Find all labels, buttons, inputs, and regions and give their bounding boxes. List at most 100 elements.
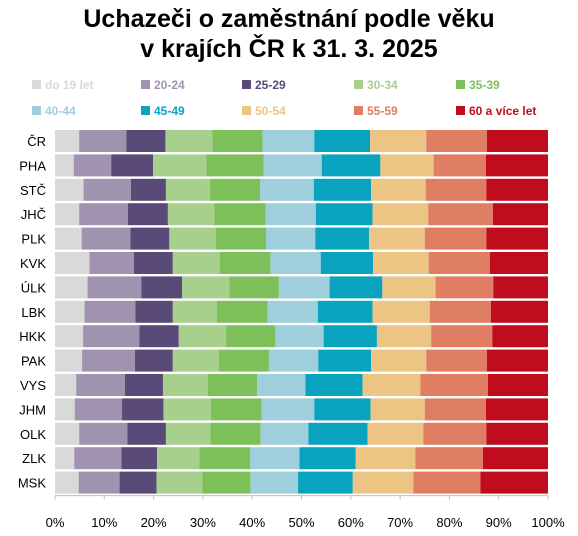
bar-segment [314, 130, 371, 152]
bar-segment [423, 422, 487, 445]
category-label: KVK [20, 256, 46, 271]
bar-segment [182, 276, 230, 299]
category-label: ÚLK [21, 280, 47, 295]
bar-segment [74, 447, 122, 470]
bar-segment [486, 227, 548, 250]
category-label: OLK [20, 427, 46, 442]
bar-segment [76, 374, 126, 396]
legend-swatch [32, 106, 41, 115]
category-labels: ČR PHA STČ JHČ PLK KVK ÚLK LBK HKK PAK VYS JHM OLK ZL… [18, 134, 47, 491]
bar-segment [55, 203, 80, 226]
bar-segment [55, 178, 84, 201]
legend-label: do 19 let [45, 78, 94, 92]
bar-segment [382, 276, 436, 299]
bar-row [55, 276, 548, 299]
bar-segment [126, 130, 166, 152]
legend-label: 60 a více let [469, 104, 536, 118]
bar-segment [87, 276, 142, 299]
x-tick-label: 60% [338, 515, 364, 530]
bar-segment [210, 398, 262, 421]
bar-segment [55, 325, 84, 348]
bar-segment [178, 325, 227, 348]
bar-segment [268, 349, 319, 372]
bar-segment [428, 203, 493, 226]
bar-row [55, 178, 548, 201]
legend-label: 45-49 [154, 104, 185, 118]
bar-row [55, 447, 548, 470]
bar-segment [371, 349, 427, 372]
legend-label: 35-39 [469, 78, 500, 92]
bar-segment [165, 422, 211, 445]
bar-segment [372, 252, 429, 274]
bar-segment [329, 276, 383, 299]
bar-segment [413, 471, 481, 494]
bar-segment [486, 349, 548, 372]
bar-segment [84, 300, 136, 323]
bar-segment [163, 398, 211, 421]
bar-segment [433, 154, 486, 177]
bar-segment [121, 447, 158, 470]
category-label: HKK [19, 329, 46, 344]
bar-segment [487, 374, 548, 396]
bar-segment [308, 422, 368, 445]
bar-segment [420, 374, 488, 396]
bar-segment [321, 154, 381, 177]
bar-segment [315, 227, 370, 250]
x-tick-label: 100% [531, 515, 565, 530]
bar-segment [73, 154, 112, 177]
bar-segment [169, 227, 216, 250]
bar-segment [367, 422, 424, 445]
legend-swatch [354, 80, 363, 89]
x-tick-label: 90% [486, 515, 512, 530]
bar-row [55, 349, 548, 372]
bar-segment [74, 398, 123, 421]
legend-item-6: 45-49 [141, 104, 185, 118]
bar-row [55, 227, 548, 250]
bar-segment [167, 203, 215, 226]
bar-segment [370, 130, 427, 152]
bar-segment [130, 178, 166, 201]
bar-row [55, 203, 548, 226]
bar-segment [278, 276, 330, 299]
bar-segment [79, 203, 128, 226]
bar-segment [127, 422, 166, 445]
bar-segment [55, 154, 74, 177]
bar-segment [486, 130, 548, 152]
bar-segment [429, 300, 491, 323]
bar-segment [428, 252, 490, 274]
legend-label: 25-29 [255, 78, 286, 92]
bar-segment [415, 447, 483, 470]
bar-row [55, 325, 548, 348]
x-tick-label: 50% [288, 515, 314, 530]
legend-swatch [456, 80, 465, 89]
bar-segment [81, 227, 131, 250]
bar-segment [380, 154, 434, 177]
bar-segment [489, 252, 548, 274]
bar-segment [492, 203, 548, 226]
bar-segment [133, 252, 173, 274]
bar-segment [315, 203, 373, 226]
bar-segment [209, 178, 261, 201]
legend-swatch [242, 106, 251, 115]
bar-segment [260, 422, 309, 445]
bar-segment [265, 203, 316, 226]
bar-segment [425, 178, 487, 201]
x-tick-label: 0% [46, 515, 65, 530]
bar-row [55, 374, 548, 396]
bar-segment [156, 471, 203, 494]
bar-segment [263, 154, 322, 177]
bar-segment [83, 178, 131, 201]
legend-item-5: 40-44 [32, 104, 76, 118]
legend-swatch [32, 80, 41, 89]
bar-segment [355, 447, 416, 470]
bar-segment [89, 252, 134, 274]
category-label: PLK [21, 232, 46, 247]
bar-segment [226, 325, 276, 348]
bar-segment [267, 300, 318, 323]
bar-segment [111, 154, 154, 177]
bar-segment [426, 349, 487, 372]
bar-segment [320, 252, 373, 274]
legend-item-4: 35-39 [456, 78, 500, 92]
bar-segment [78, 471, 120, 494]
